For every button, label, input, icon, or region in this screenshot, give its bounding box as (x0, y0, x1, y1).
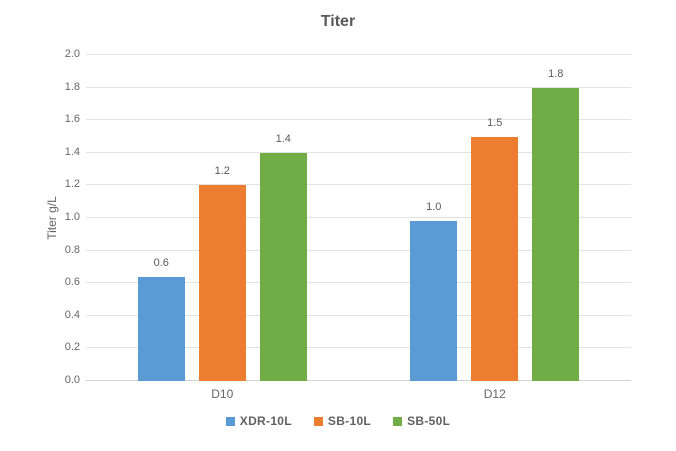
legend-swatch-icon (393, 416, 403, 426)
chart-legend: XDR-10L SB-10L SB-50L (0, 414, 676, 428)
gridline (86, 86, 631, 88)
y-tick-label: 0.4 (64, 308, 80, 321)
gridline (86, 54, 631, 55)
gridline (86, 119, 631, 121)
gridline (86, 249, 631, 251)
legend-label: SB-50L (407, 414, 451, 428)
bar-xdr-10l-d12 (410, 221, 458, 381)
y-tick-label: 1.6 (64, 113, 80, 126)
y-tick-label: 0.6 (64, 276, 80, 289)
legend-label: XDR-10L (239, 414, 292, 428)
gridline (86, 151, 631, 153)
legend-label: SB-10L (327, 414, 372, 428)
x-axis-category-label: D12 (483, 387, 506, 401)
legend-item: SB-50L (393, 414, 450, 428)
bar-sb-10l-d12 (471, 136, 519, 381)
legend-item: SB-10L (313, 414, 372, 428)
y-tick-label: 0.2 (64, 341, 80, 354)
gridline (86, 282, 631, 284)
y-tick-label: 2.0 (64, 48, 80, 60)
chart-title: Titer (320, 13, 356, 30)
bar-value-label: 1.5 (487, 116, 503, 129)
bar-value-label: 1.0 (426, 201, 442, 214)
y-tick-label: 1.0 (64, 211, 80, 223)
bar-sb-50l-d12 (532, 87, 580, 381)
gridline (86, 347, 631, 349)
x-axis-category-label: D10 (211, 387, 234, 401)
bar-value-label: 1.8 (548, 67, 564, 80)
gridline (86, 217, 631, 218)
y-tick-label: 1.2 (64, 178, 80, 191)
y-tick-label: 0.8 (64, 243, 80, 256)
legend-swatch-icon (313, 416, 323, 426)
legend-swatch-icon (225, 416, 235, 426)
bar-sb-50l-d10 (259, 152, 307, 381)
legend-item: XDR-10L (225, 414, 292, 428)
bar-xdr-10l-d10 (137, 276, 185, 381)
bar-sb-10l-d10 (198, 185, 246, 381)
y-tick-label: 1.8 (64, 80, 80, 93)
bar-value-label: 1.4 (275, 132, 291, 145)
bar-value-label: 0.6 (153, 256, 169, 269)
gridline (86, 314, 631, 316)
plot-area: 0.6 1.2 1.4 D10 1.0 1.5 1.8 D12 (86, 54, 631, 401)
bar-value-label: 1.2 (214, 165, 230, 178)
x-axis-line (86, 380, 631, 381)
y-tick-label: 0.0 (64, 374, 80, 386)
y-tick-label: 1.4 (64, 145, 80, 158)
gridline (86, 184, 631, 186)
